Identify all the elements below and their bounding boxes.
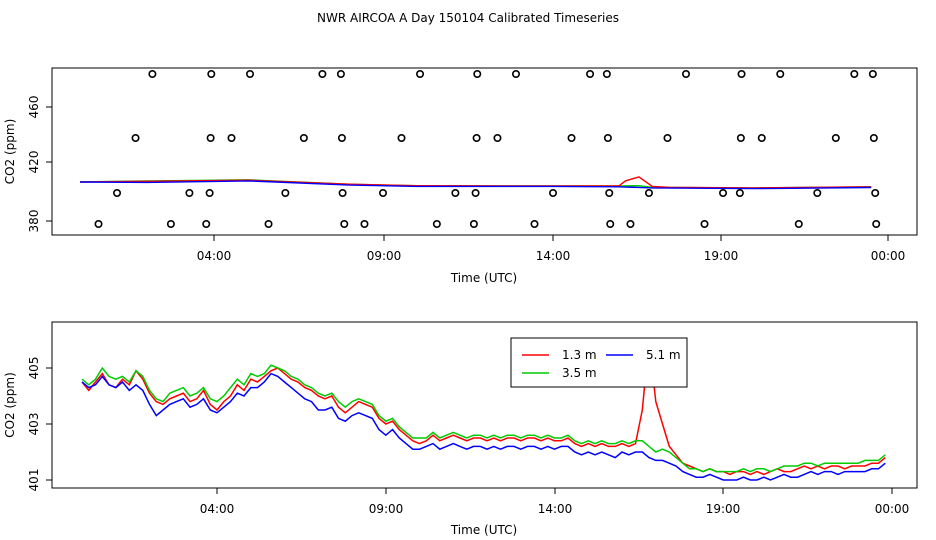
data-point (681, 70, 690, 79)
data-point (299, 134, 308, 143)
data-point (397, 134, 406, 143)
series-line (79, 180, 872, 190)
data-point (131, 134, 140, 143)
data-point (473, 70, 482, 79)
data-point (735, 189, 744, 198)
data-point (719, 189, 728, 198)
data-point (794, 220, 803, 229)
bottom-panel-line: 04:00 09:00 14:00 19:00 00:00 401 403 405 Time (… (3, 321, 918, 537)
data-point (340, 220, 349, 229)
data-point (469, 220, 478, 229)
data-point (227, 134, 236, 143)
y-tick-label: 403 (27, 413, 41, 436)
series-line (81, 364, 886, 473)
legend-box (510, 337, 688, 388)
y-axis-label: CO2 (ppm) (3, 372, 17, 438)
x-tick-label: 04:00 (197, 249, 232, 263)
y-tick-label: 401 (27, 469, 41, 492)
data-point (378, 189, 387, 198)
data-point (202, 220, 211, 229)
data-point (205, 189, 214, 198)
data-point (94, 220, 103, 229)
y-tick-label: 405 (27, 357, 41, 380)
data-point (148, 70, 157, 79)
data-point (644, 189, 653, 198)
data-point (868, 70, 877, 79)
x-tick-label: 04:00 (200, 502, 235, 516)
legend-label: 1.3 m (562, 348, 597, 362)
data-point (336, 70, 345, 79)
data-point (850, 70, 859, 79)
data-point (700, 220, 709, 229)
data-point (813, 189, 822, 198)
data-point (549, 189, 558, 198)
top-panel-scatter: 04:00 09:00 14:00 19:00 00:00 380 420 460 Time (… (3, 67, 918, 285)
data-point (871, 189, 880, 198)
legend-label: 5.1 m (646, 348, 681, 362)
data-point (493, 134, 502, 143)
legend: 1.3 m 5.1 m 3.5 m (510, 337, 688, 388)
x-tick-label: 14:00 (536, 249, 571, 263)
data-point (586, 70, 595, 79)
data-point (737, 70, 746, 79)
x-tick-label: 00:00 (875, 502, 910, 516)
data-point (872, 220, 881, 229)
x-tick-label: 09:00 (369, 502, 404, 516)
data-point (207, 70, 216, 79)
x-axis-label: Time (UTC) (450, 271, 517, 285)
data-point (246, 70, 255, 79)
y-tick-label: 420 (27, 151, 41, 174)
data-point (185, 189, 194, 198)
data-point (567, 134, 576, 143)
data-point (757, 134, 766, 143)
data-point (451, 189, 460, 198)
y-axis-label: CO2 (ppm) (3, 119, 17, 185)
data-point (606, 220, 615, 229)
x-tick-label: 09:00 (367, 249, 402, 263)
data-point (603, 134, 612, 143)
data-point (206, 134, 215, 143)
y-tick-label: 380 (27, 210, 41, 233)
x-tick-label: 19:00 (706, 502, 741, 516)
data-point (318, 70, 327, 79)
y-tick-label: 460 (27, 96, 41, 119)
data-point (264, 220, 273, 229)
data-point (166, 220, 175, 229)
data-point (776, 70, 785, 79)
series-line (81, 372, 886, 481)
plot-frame (51, 67, 918, 236)
data-point (337, 134, 346, 143)
data-point (530, 220, 539, 229)
data-point (281, 189, 290, 198)
data-point (511, 70, 520, 79)
data-point (869, 134, 878, 143)
data-point (626, 220, 635, 229)
data-point (338, 189, 347, 198)
data-point (736, 134, 745, 143)
series-line (81, 339, 886, 476)
data-point (602, 70, 611, 79)
data-point (472, 134, 481, 143)
x-tick-label: 00:00 (871, 249, 906, 263)
data-point (113, 189, 122, 198)
data-point (605, 189, 614, 198)
data-point (471, 189, 480, 198)
x-tick-label: 14:00 (538, 502, 573, 516)
plot-frame (51, 321, 918, 489)
data-point (360, 220, 369, 229)
data-point (432, 220, 441, 229)
data-point (663, 134, 672, 143)
data-point (416, 70, 425, 79)
data-point (831, 134, 840, 143)
x-tick-label: 19:00 (704, 249, 739, 263)
legend-label: 3.5 m (562, 366, 597, 380)
chart-title: NWR AIRCOA A Day 150104 Calibrated Times… (317, 11, 619, 25)
x-axis-label: Time (UTC) (450, 523, 517, 537)
